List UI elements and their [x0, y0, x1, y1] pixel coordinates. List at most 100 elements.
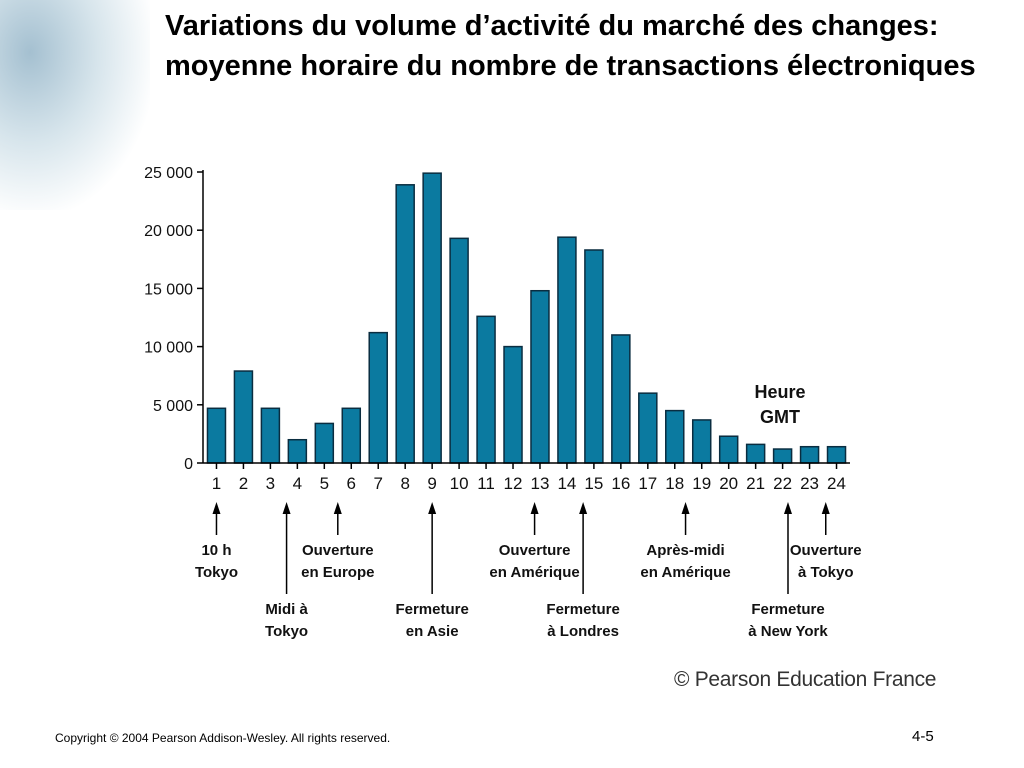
x-tick-label: 5 — [320, 474, 329, 493]
x-tick-label: 23 — [800, 474, 819, 493]
annotation-midi-à-tokyo: Midi à Tokyo — [265, 502, 308, 640]
annotation-label-line: Tokyo — [265, 623, 308, 640]
annotation-arrowhead — [282, 502, 291, 514]
slide-number: 4-5 — [912, 728, 934, 745]
corner-decoration — [0, 0, 150, 210]
x-tick-label: 4 — [293, 474, 302, 493]
x-tick-label: 14 — [557, 474, 576, 493]
annotation-arrowhead — [333, 502, 342, 514]
x-tick-label: 6 — [347, 474, 356, 493]
x-tick-label: 11 — [477, 474, 495, 493]
annotation-ouverture-à-tokyo: Ouverture à Tokyo — [790, 502, 862, 581]
x-tick-label: 13 — [531, 474, 550, 493]
bar-hour-7 — [368, 331, 388, 464]
x-tick-label: 24 — [827, 474, 846, 493]
bar-hour-16 — [611, 334, 631, 464]
bar-hour-20 — [718, 435, 739, 464]
annotation-label-line: Fermeture — [395, 601, 468, 618]
bar-hour-9 — [422, 172, 442, 464]
annotation-arrowhead — [530, 502, 539, 514]
bars — [206, 172, 847, 464]
x-axis-label-line-2: GMT — [760, 407, 800, 427]
bar-hour-5 — [314, 422, 335, 464]
x-tick-label: 12 — [504, 474, 523, 493]
publisher-watermark: © Pearson Education France — [674, 668, 937, 691]
annotation-label-line: 10 h — [201, 542, 231, 559]
y-tick-label: 5 000 — [153, 398, 193, 415]
annotation-arrowhead — [212, 502, 221, 514]
x-tick-label: 17 — [638, 474, 657, 493]
annotation-fermeture-à-new-york: Fermeture à New York — [748, 502, 828, 640]
bar-hour-11 — [476, 315, 496, 464]
x-tick-label: 3 — [266, 474, 275, 493]
annotation-arrowhead — [821, 502, 830, 514]
copyright-notice: Copyright © 2004 Pearson Addison-Wesley.… — [55, 731, 391, 745]
annotation-10-h-tokyo: 10 h Tokyo — [195, 502, 238, 581]
bar-hour-12 — [503, 345, 523, 464]
annotation-label-line: Tokyo — [195, 564, 238, 581]
x-tick-label: 19 — [692, 474, 711, 493]
annotation-fermeture-en-asie: Fermeture en Asie — [395, 502, 469, 640]
y-tick-label: 10 000 — [144, 340, 193, 357]
y-tick-label: 25 000 — [144, 165, 193, 182]
annotation-label-line: Fermeture — [546, 601, 619, 618]
x-tick-label: 10 — [450, 474, 469, 493]
y-tick-label: 0 — [184, 456, 193, 473]
annotation-arrowhead — [428, 502, 437, 514]
bar-hour-2 — [233, 370, 254, 464]
x-tick-label: 2 — [239, 474, 248, 493]
x-tick-label: 1 — [212, 474, 221, 493]
x-tick-label: 22 — [773, 474, 792, 493]
x-tick-label: 7 — [373, 474, 382, 493]
annotation-label-line: Après-midi — [646, 542, 724, 559]
bar-hour-24 — [826, 445, 847, 464]
annotation-label-line: Midi à — [265, 601, 308, 618]
annotation-label-line: à New York — [748, 623, 828, 640]
annotation-label-line: Ouverture — [302, 542, 374, 559]
x-axis-label-line-1: Heure — [754, 382, 805, 402]
bar-hour-3 — [260, 407, 281, 464]
bar-hour-1 — [206, 407, 227, 464]
annotation-ouverture-en-europe: Ouverture en Europe — [301, 502, 374, 581]
annotation-label-line: Ouverture — [790, 542, 862, 559]
bar-hour-17 — [638, 392, 658, 464]
bar-hour-8 — [395, 184, 415, 464]
annotation-arrowhead — [681, 502, 690, 514]
annotation-label-line: à Londres — [547, 623, 619, 640]
y-axis: 0 5 000 10 000 15 000 20 000 25 000 — [144, 165, 204, 473]
bar-hour-19 — [691, 419, 712, 464]
x-tick-label: 9 — [427, 474, 436, 493]
annotation-label-line: en Europe — [301, 564, 374, 581]
bar-hour-10 — [449, 237, 469, 464]
y-tick-label: 20 000 — [144, 223, 193, 240]
x-tick-label: 8 — [400, 474, 409, 493]
annotations: 10 h Tokyo Midi à Tokyo Ouverture en Europe Fe… — [195, 502, 862, 640]
bar-hour-22 — [772, 448, 793, 464]
x-tick-label: 21 — [746, 474, 765, 493]
annotation-arrowhead — [783, 502, 792, 514]
bar-hour-13 — [530, 289, 550, 464]
annotation-label-line: en Amérique — [489, 564, 579, 581]
bar-hour-18 — [665, 409, 685, 464]
bar-hour-4 — [287, 438, 308, 464]
x-axis: 1 2 3 4 5 6 7 8 9 10 11 12 13 14 15 16 17 18 19 20 21 22 23 24 — [203, 462, 850, 493]
y-tick-label: 15 000 — [144, 281, 193, 298]
annotation-arrowhead — [579, 502, 588, 514]
bar-hour-6 — [341, 407, 362, 464]
annotation-label-line: Fermeture — [751, 601, 824, 618]
slide-title: Variations du volume d’activité du march… — [165, 10, 976, 82]
x-tick-label: 18 — [665, 474, 684, 493]
annotation-label-line: en Asie — [406, 623, 459, 640]
annotation-label-line: à Tokyo — [798, 564, 854, 581]
x-tick-label: 20 — [719, 474, 738, 493]
annotation-ouverture-en-amérique: Ouverture en Amérique — [489, 502, 580, 581]
bar-hour-14 — [557, 236, 577, 464]
annotation-fermeture-à-londres: Fermeture à Londres — [546, 502, 620, 640]
bar-hour-15 — [584, 249, 604, 464]
annotation-label-line: Ouverture — [499, 542, 571, 559]
x-tick-label: 15 — [584, 474, 603, 493]
annotation-label-line: en Amérique — [640, 564, 730, 581]
bar-hour-21 — [745, 443, 766, 464]
annotation-après-midi-en-amérique: Après-midi en Amérique — [640, 502, 731, 581]
